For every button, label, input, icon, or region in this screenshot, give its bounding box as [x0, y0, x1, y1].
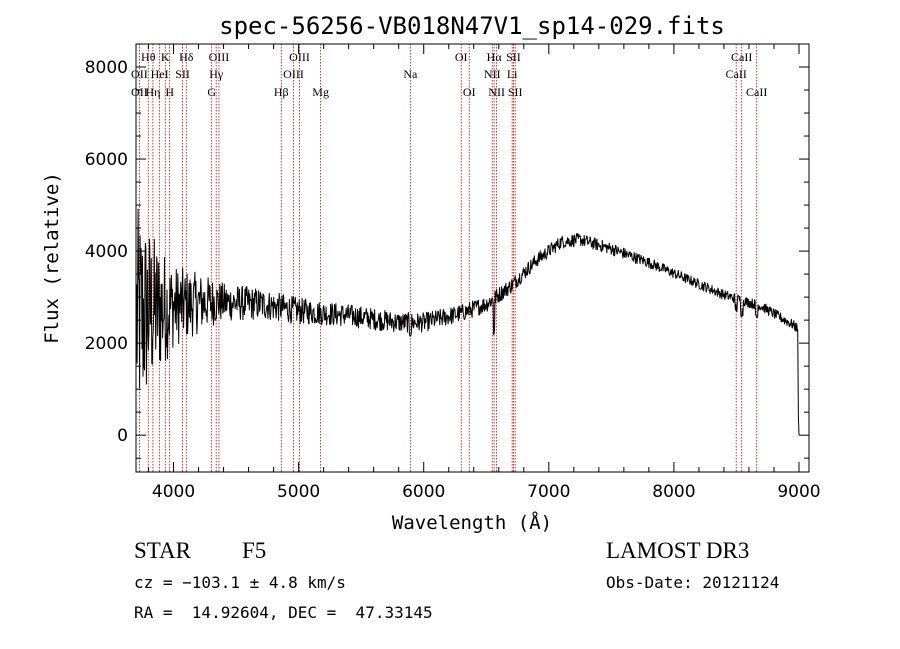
redshift-cz: cz = −103.1 ± 4.8 km/s [134, 573, 346, 592]
line-label: Mg [312, 85, 329, 99]
spectrum-line [136, 208, 800, 436]
line-label: Hθ [141, 50, 156, 64]
spectral-line-labels: OIIOIIHθHηHeIKHSIIHδGHγOIIIHβOIIIOIIIMgN… [131, 50, 767, 99]
line-label: Hγ [209, 67, 224, 81]
line-label: NII [484, 67, 501, 81]
line-label: Hβ [274, 85, 289, 99]
line-label: H [165, 85, 174, 99]
x-tick-label: 5000 [277, 482, 320, 502]
line-label: OIII [209, 50, 230, 64]
x-axis-label: Wavelength (Å) [392, 511, 552, 534]
line-label: NII [488, 85, 505, 99]
y-tick-label: 4000 [85, 242, 128, 262]
x-tick-label: 4000 [152, 482, 195, 502]
plot-frame [135, 43, 810, 473]
y-axis-ticks: 0 2000 4000 6000 8000 [85, 43, 809, 459]
line-label: SII [508, 85, 523, 99]
line-label: Hα [487, 50, 503, 64]
object-subclass: F5 [242, 538, 267, 563]
line-label: HeI [151, 67, 169, 81]
line-label: OI [463, 85, 476, 99]
observation-date: Obs-Date: 20121124 [606, 573, 780, 592]
line-label: SII [175, 67, 190, 81]
line-label: G [207, 85, 216, 99]
survey-name: LAMOST DR3 [606, 538, 750, 563]
y-tick-label: 6000 [85, 150, 128, 170]
y-tick-label: 2000 [85, 334, 128, 354]
line-label: CaII [726, 67, 747, 81]
line-label: Li [507, 67, 518, 81]
line-label: OII [131, 85, 148, 99]
x-tick-label: 7000 [527, 482, 570, 502]
spectral-line-markers [138, 44, 758, 472]
x-axis-ticks: 4000 5000 6000 7000 8000 9000 [148, 44, 821, 502]
coordinates-radec: RA = 14.92604, DEC = 47.33145 [134, 603, 433, 622]
line-label: Hδ [179, 50, 194, 64]
chart-title: spec-56256-VB018N47V1_sp14-029.fits [219, 12, 725, 40]
line-label: OI [455, 50, 468, 64]
line-label: CaII [731, 50, 752, 64]
line-label: SII [506, 50, 521, 64]
line-label: K [161, 50, 170, 64]
line-label: OII [131, 67, 148, 81]
x-tick-label: 8000 [652, 482, 695, 502]
line-label: Hη [145, 85, 160, 99]
object-class: STAR [134, 538, 191, 563]
line-label: CaII [746, 85, 767, 99]
y-axis-label: Flux (relative) [41, 172, 63, 344]
line-label: Na [403, 67, 418, 81]
y-tick-label: 0 [117, 426, 128, 446]
line-label: OIII [289, 50, 310, 64]
line-label: OIII [283, 67, 304, 81]
x-tick-label: 9000 [777, 482, 820, 502]
x-tick-label: 6000 [402, 482, 445, 502]
y-tick-label: 8000 [85, 58, 128, 78]
